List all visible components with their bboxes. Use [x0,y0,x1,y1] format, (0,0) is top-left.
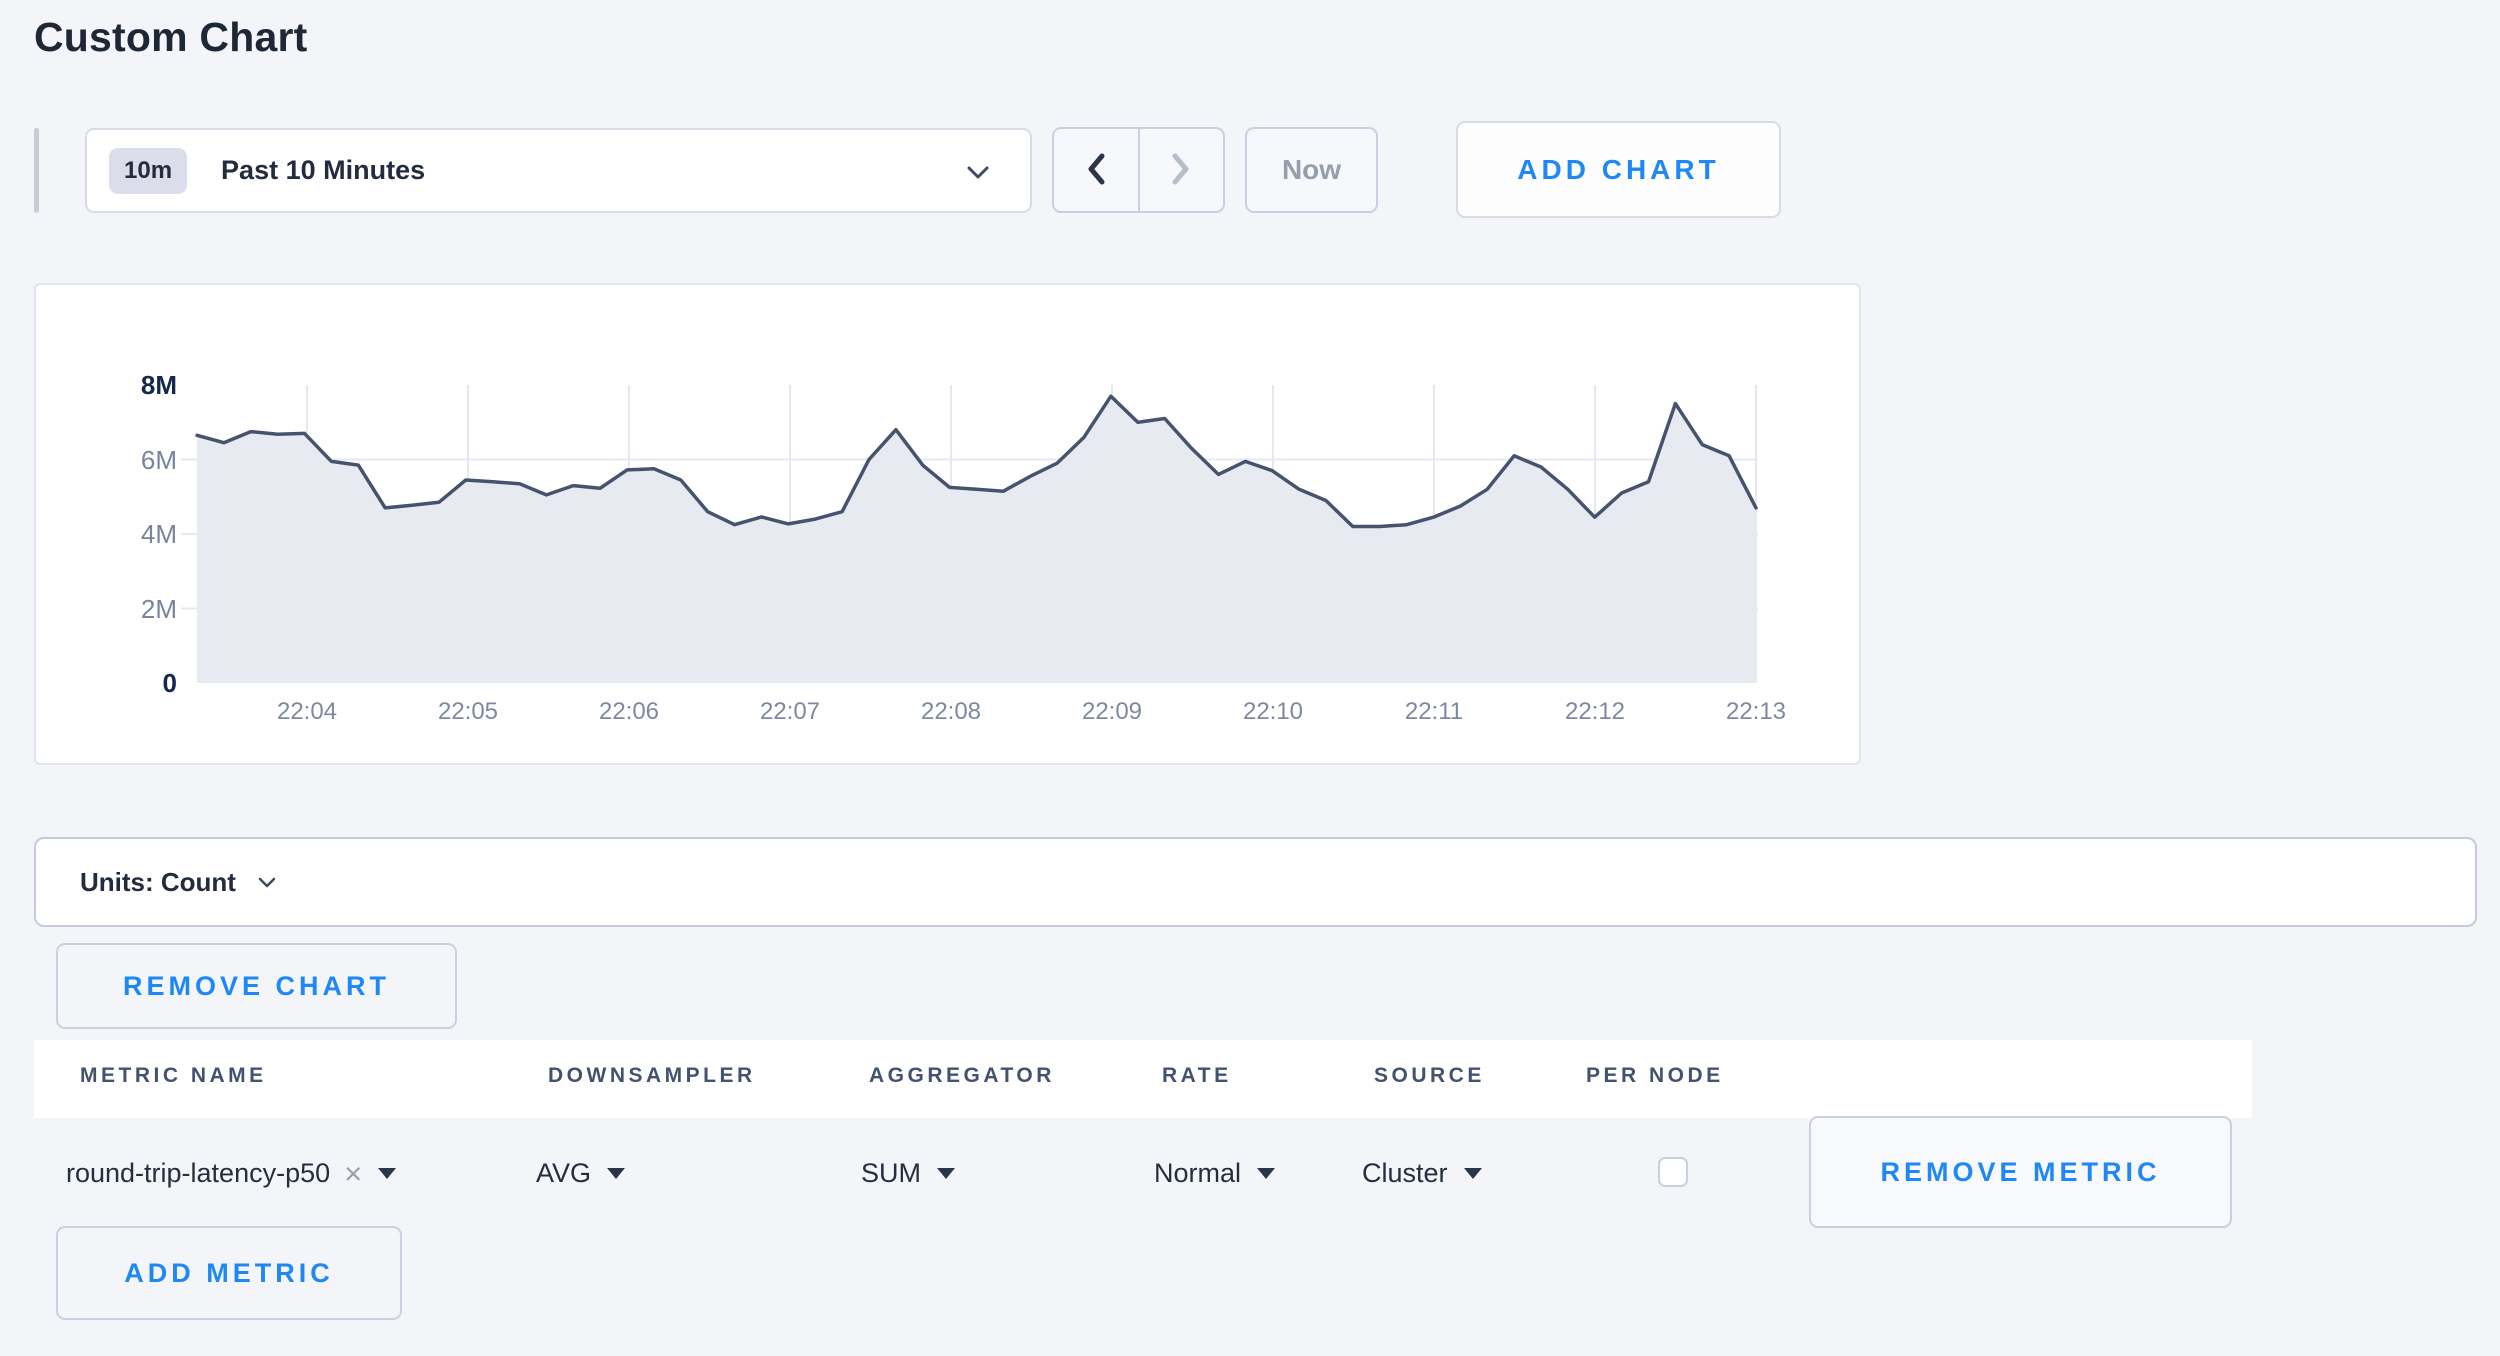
units-dropdown[interactable]: Units: Count [34,837,2477,927]
timescale-accent-bar [34,128,39,213]
chevron-left-icon [1083,151,1109,190]
now-button[interactable]: Now [1245,127,1378,213]
x-tick-label: 22:06 [598,698,660,725]
clear-metric-icon[interactable]: × [344,1155,363,1191]
add-metric-button[interactable]: ADD METRIC [56,1226,402,1320]
column-header-downsampler: DOWNSAMPLER [548,1064,756,1087]
pager-divider [1137,129,1140,211]
column-header-per-node: PER NODE [1586,1064,1724,1087]
y-tick-label: 6M [140,444,177,475]
aggregator-value: SUM [861,1157,921,1188]
x-tick-label: 22:10 [1242,698,1304,725]
remove-metric-button[interactable]: REMOVE METRIC [1809,1116,2232,1228]
metric-name-select[interactable]: round-trip-latency-p50 × [66,1118,397,1228]
x-tick-label: 22:04 [276,698,338,725]
caret-down-icon [378,1167,397,1179]
page-title: Custom Chart [34,14,308,60]
downsampler-select[interactable]: AVG [536,1118,626,1228]
prev-time-button[interactable] [1054,129,1138,211]
rate-select[interactable]: Normal [1154,1118,1276,1228]
x-tick-label: 22:12 [1564,698,1626,725]
caret-down-icon [1257,1167,1276,1179]
timescale-badge: 10m [109,147,188,194]
caret-down-icon [1463,1167,1482,1179]
y-tick-label: 2M [140,593,177,624]
downsampler-value: AVG [536,1157,592,1188]
rate-value: Normal [1154,1157,1242,1188]
x-tick-label: 22:07 [759,698,821,725]
column-header-aggregator: AGGREGATOR [869,1064,1055,1087]
column-header-rate: RATE [1162,1064,1232,1087]
column-header-source: SOURCE [1374,1064,1485,1087]
metric-row: round-trip-latency-p50 × AVG SUM Normal … [34,1116,2500,1228]
metric-name-value: round-trip-latency-p50 [66,1157,331,1188]
chevron-right-icon [1168,151,1194,190]
chevron-down-icon [966,166,990,185]
x-tick-label: 22:13 [1725,698,1787,725]
x-tick-label: 22:05 [437,698,499,725]
column-header-metric-name: METRIC NAME [80,1064,267,1087]
aggregator-select[interactable]: SUM [861,1118,955,1228]
caret-down-icon [937,1167,955,1179]
metrics-table-header: METRIC NAME DOWNSAMPLER AGGREGATOR RATE … [34,1040,2252,1118]
add-chart-button[interactable]: ADD CHART [1456,121,1781,218]
chevron-down-icon [258,875,276,893]
remove-chart-button[interactable]: REMOVE CHART [56,943,457,1029]
chart-card: 22:04 22:05 22:06 22:07 22:08 22:09 22:10 22:11… [34,283,1861,765]
caret-down-icon [607,1167,626,1179]
timescale-dropdown[interactable]: 10m Past 10 Minutes [85,128,1032,213]
timescale-label: Past 10 Minutes [221,155,426,185]
source-select[interactable]: Cluster [1362,1118,1482,1228]
x-tick-label: 22:11 [1404,698,1464,725]
x-tick-label: 22:08 [920,698,982,725]
y-tick-label: 0 [162,668,177,698]
per-node-checkbox[interactable] [1658,1157,1688,1187]
units-label: Units: Count [80,866,236,897]
source-value: Cluster [1362,1157,1448,1188]
metric-area-chart[interactable] [181,385,1758,683]
x-tick-label: 22:09 [1081,698,1143,725]
time-pager [1052,127,1225,213]
y-tick-label: 4M [140,519,177,549]
next-time-button[interactable] [1140,129,1224,211]
y-tick-label: 8M [140,370,177,400]
